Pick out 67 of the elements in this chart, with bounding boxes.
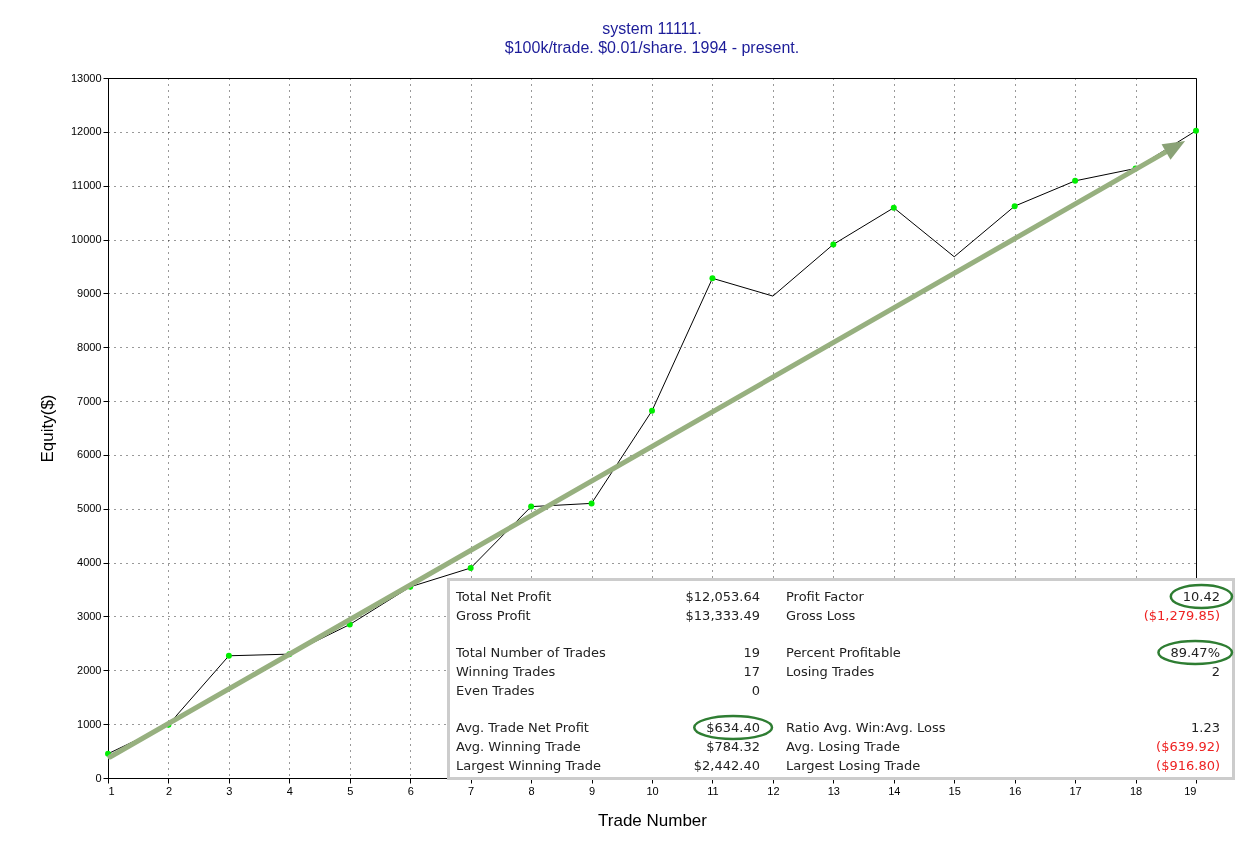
y-tick-label: 8000	[77, 340, 102, 353]
x-tick-label: 14	[888, 784, 901, 797]
annotation: ($639.92)	[1156, 739, 1220, 754]
annotation: Even Trades	[456, 683, 535, 698]
annotation: 1.23	[1191, 720, 1220, 735]
x-tick-label: 7	[468, 784, 475, 797]
annotation: $2,442.40	[693, 758, 760, 773]
y-tick-label: 6000	[77, 448, 102, 461]
annotation: Profit Factor	[786, 589, 864, 604]
x-axis-title: Trade Number	[598, 810, 708, 830]
x-tick-label: 17	[1069, 784, 1082, 797]
annotation: Percent Profitable	[786, 645, 901, 660]
annotation: Largest Losing Trade	[786, 758, 921, 773]
x-tick-label: 16	[1009, 784, 1022, 797]
y-tick-label: 3000	[77, 609, 102, 622]
annotation: Largest Winning Trade	[456, 758, 602, 773]
chart-subtitle: $100k/trade. $0.01/share. 1994 - present.	[504, 39, 800, 56]
x-tick-label: 2	[165, 784, 173, 797]
x-tick-label: 6	[407, 784, 414, 797]
y-tick-label: 5000	[77, 502, 102, 515]
y-tick-label: 0	[95, 771, 102, 784]
y-tick-label: 7000	[77, 394, 102, 407]
x-tick-label: 11	[707, 784, 719, 797]
y-tick-label: 13000	[70, 71, 102, 84]
annotation: $12,053.64	[685, 589, 760, 604]
annotation: Gross Loss	[786, 608, 856, 623]
x-tick-label: 8	[528, 784, 535, 797]
annotation: Ratio Avg. Win:Avg. Loss	[786, 720, 946, 735]
text: 2	[1211, 664, 1220, 679]
annotation: Avg. Trade Net Profit	[456, 720, 589, 735]
y-tick-label: 10000	[70, 233, 102, 246]
y-tick-label: 1000	[77, 717, 102, 730]
annotation: Gross Profit	[456, 608, 531, 623]
annotation: $784.32	[706, 739, 760, 754]
annotation: 89.47%	[1170, 645, 1220, 660]
x-tick-label: 18	[1129, 784, 1143, 797]
x-tick-label: 4	[286, 784, 293, 797]
annotation: 0	[751, 683, 760, 698]
y-tick-label: 4000	[77, 556, 102, 569]
annotation: Avg. Winning Trade	[456, 739, 581, 754]
annotation: 10.42	[1182, 589, 1220, 604]
annotation: 17	[743, 664, 760, 679]
x-tick-label: 1	[108, 784, 115, 797]
annotation: Losing Trades	[786, 664, 875, 679]
annotation: $634.40	[706, 720, 760, 735]
y-axis-title: Equity($)	[37, 394, 57, 463]
y-tick-label: 11000	[71, 179, 102, 192]
x-tick-label: 10	[646, 784, 659, 797]
x-tick-label: 13	[827, 784, 840, 797]
annotation: ($916.80)	[1156, 758, 1220, 773]
annotation: Avg. Losing Trade	[786, 739, 900, 754]
annotation: Total Net Profit	[456, 589, 552, 604]
y-tick-label: 2000	[77, 663, 102, 676]
x-tick-label: 9	[588, 784, 596, 797]
x-tick-label: 19	[1184, 784, 1197, 797]
x-tick-label: 15	[948, 784, 961, 797]
annotation: Winning Trades	[456, 664, 556, 679]
x-tick-label: 5	[347, 784, 354, 797]
annotation: ($1,279.85)	[1143, 608, 1220, 623]
x-tick-label: 3	[226, 784, 233, 797]
y-tick-label: 12000	[70, 125, 102, 138]
annotation: 19	[743, 645, 760, 660]
annotation: $13,333.49	[685, 608, 760, 623]
annotation: Total Number of Trades	[456, 645, 606, 660]
y-tick-label: 9000	[77, 286, 102, 299]
x-tick-label: 12	[767, 784, 780, 797]
chart-title: system 11111.	[602, 20, 702, 37]
